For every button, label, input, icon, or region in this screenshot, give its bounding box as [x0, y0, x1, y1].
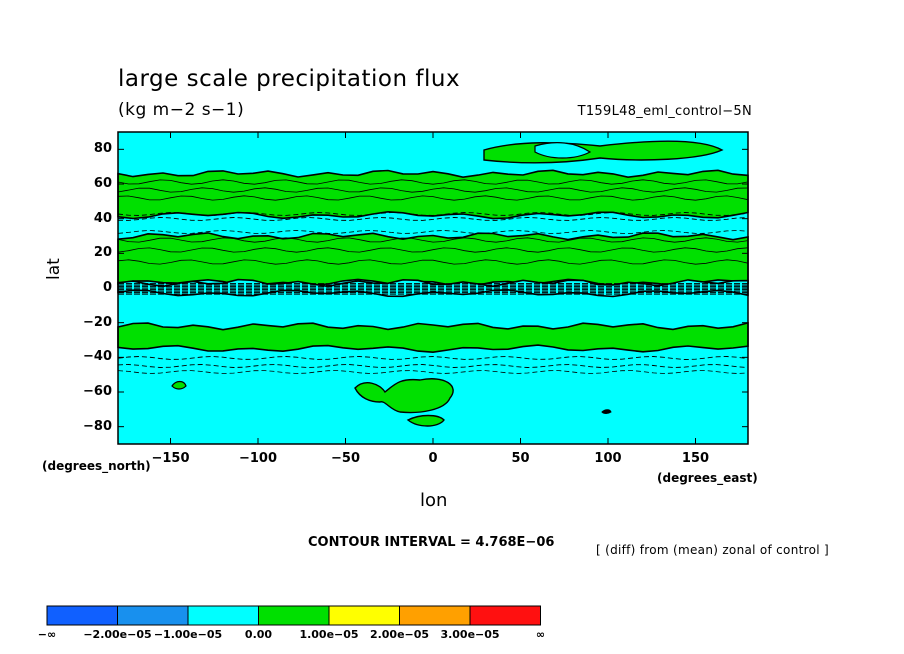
colorbar-swatch [328, 605, 400, 626]
colorbar-swatch [258, 605, 330, 626]
x-tick-label: 50 [511, 451, 530, 466]
contour-thin [117, 195, 749, 201]
colorbar-swatch [469, 605, 541, 626]
contour-features [117, 140, 749, 427]
x-tick-label: −50 [331, 451, 360, 466]
diff-note: [ (diff) from (mean) zonal of control ] [596, 543, 829, 557]
blob-north-hole [534, 142, 592, 159]
y-tick-label: 20 [93, 245, 112, 261]
y-tick-label: 40 [93, 210, 112, 226]
colorbar-label: 2.00e−05 [369, 628, 430, 641]
run-label: T159L48_eml_control−5N [577, 104, 752, 119]
y-tick-label: −80 [83, 418, 112, 434]
contour-thin [117, 247, 749, 253]
x-tick-label: 150 [681, 451, 710, 466]
contour-thin [117, 259, 749, 265]
colorbar-label: 3.00e−05 [440, 628, 500, 641]
y-tick-label: 60 [93, 176, 112, 191]
contour-dashed [117, 217, 749, 221]
colorbar-label: 1.00e−05 [299, 628, 359, 641]
x-tick-label: 0 [428, 451, 438, 466]
blob-south-2 [406, 414, 445, 427]
colorbar-label: 0.00 [244, 628, 273, 641]
contour-dashed [117, 356, 749, 360]
y-tick-label: 80 [93, 141, 112, 157]
blob-south-3 [171, 380, 187, 390]
x-tick-label: −150 [151, 451, 190, 466]
y-tick-label: −40 [83, 349, 112, 365]
x-tick-label: 100 [594, 451, 622, 466]
colorbar-label: −2.00e−05 [83, 628, 152, 641]
chart-units: (kg m−2 s−1) [118, 100, 245, 120]
x-tick-label: −100 [238, 451, 278, 466]
colorbar-label: ∞ [535, 628, 546, 641]
contour-thin [117, 179, 749, 185]
y-unit-label: (degrees_north) [42, 459, 151, 473]
y-tick-label: −60 [83, 384, 112, 399]
chart-title: large scale precipitation flux [118, 66, 461, 92]
colorbar-label: −1.00e−05 [153, 628, 223, 641]
y-tick-label: 0 [102, 280, 112, 295]
y-tick-label: −20 [83, 314, 112, 330]
contour-dashed [117, 230, 749, 234]
blob-south [354, 378, 454, 414]
contour-dashed [117, 212, 749, 216]
colorbar-swatch [117, 605, 189, 626]
contour-thin [117, 187, 749, 193]
contour-dashed [117, 370, 749, 374]
x-unit-label: (degrees_east) [657, 471, 758, 485]
contour-interval: CONTOUR INTERVAL = 4.768E−06 [308, 535, 555, 550]
colorbar-swatch [187, 605, 259, 626]
colorbar-swatch [399, 605, 471, 626]
axis-ticks [118, 132, 748, 444]
contour-thin [117, 237, 749, 243]
colorbar-label: −∞ [37, 628, 57, 641]
x-axis-label: lon [420, 490, 448, 511]
blob-small [601, 409, 612, 414]
contour-dashed [117, 364, 749, 368]
colorbar-swatch [46, 605, 118, 626]
